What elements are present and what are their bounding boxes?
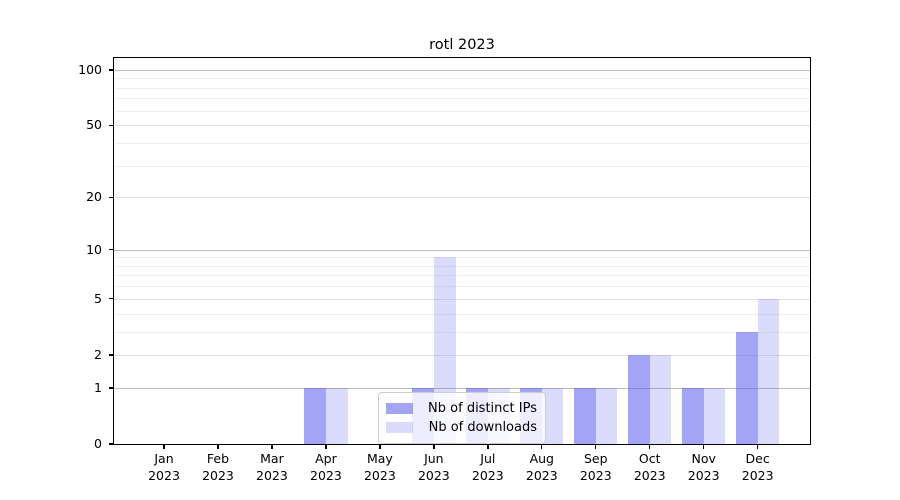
legend-item-downloads: Nb of downloads [386,418,537,437]
bar-nov-downloads [703,387,726,444]
minor-gridline-30 [114,165,810,167]
y-tick-label-50: 50 [86,117,102,133]
legend-label-downloads: Nb of downloads [428,420,537,435]
legend-item-distinct-ips: Nb of distinct IPs [386,399,537,418]
x-tick-mark-oct [649,444,651,449]
bar-oct-distinct-ips [628,354,650,444]
minor-gridline-3 [114,331,810,333]
legend-label-distinct-ips: Nb of distinct IPs [428,401,537,416]
minor-gridline-90 [114,78,810,80]
y-tick-mark-50 [109,124,114,126]
y-tick-mark-20 [109,196,114,198]
x-tick-mark-feb [217,444,219,449]
legend-swatch-distinct-ips [386,403,413,414]
y-tick-label-0: 0 [94,436,102,451]
minor-gridline-40 [114,142,810,144]
bar-nov-distinct-ips [682,387,704,444]
y-tick-mark-5 [109,298,114,300]
legend: Nb of distinct IPs Nb of downloads [378,392,546,444]
gridline-50 [114,125,810,127]
x-tick-label-may: May 2023 [363,451,396,483]
x-tick-mark-apr [325,444,327,449]
legend-swatch-downloads [386,422,413,433]
x-tick-label-aug: Aug 2023 [525,451,558,483]
x-tick-mark-jan [163,444,165,449]
x-tick-label-apr: Apr 2023 [310,451,342,483]
bar-sep-downloads [595,387,618,444]
gridline-1 [114,387,810,389]
minor-gridline-60 [114,110,810,112]
x-tick-label-nov: Nov 2023 [687,451,720,483]
bar-apr-downloads [325,387,348,444]
y-tick-mark-2 [109,354,114,356]
gridline-2 [114,354,810,356]
x-tick-label-jul: Jul 2023 [471,451,504,483]
y-tick-mark-100 [109,69,114,71]
plot-area: 0 1 2 5 10 20 50 100 Jan 2023 Feb 2023 Mar 2023 Apr… [78,57,811,483]
bar-aug-downloads [541,387,564,444]
y-tick-mark-0 [109,443,114,445]
x-tick-mark-aug [541,444,543,449]
x-tick-label-oct: Oct 2023 [633,451,666,483]
x-tick-mark-jun [433,444,435,449]
y-tick-label-1: 1 [94,379,102,395]
gridline-100 [114,69,810,71]
bar-apr-distinct-ips [304,387,326,444]
x-tick-label-mar: Mar 2023 [256,451,288,483]
y-tick-label-2: 2 [94,346,102,362]
chart-title: rotl 2023 [429,37,495,53]
y-tick-label-5: 5 [94,290,102,306]
gridline-10 [114,249,810,251]
x-tick-mark-may [379,444,381,449]
x-tick-label-feb: Feb 2023 [202,451,234,483]
x-tick-label-sep: Sep 2023 [579,451,612,483]
gridline-5 [114,298,810,300]
minor-gridline-9 [114,257,810,259]
x-tick-label-dec: Dec 2023 [741,451,774,483]
bar-oct-downloads [649,354,672,444]
minor-gridline-8 [114,265,810,267]
x-tick-label-jan: Jan 2023 [148,451,180,483]
x-tick-mark-nov [703,444,705,449]
axes-spines [113,57,811,445]
x-tick-mark-mar [271,444,273,449]
y-tick-label-10: 10 [86,241,102,257]
bar-sep-distinct-ips [574,387,596,444]
x-tick-mark-sep [595,444,597,449]
y-tick-label-20: 20 [86,189,102,205]
bar-dec-downloads [757,298,780,444]
minor-gridline-4 [114,313,810,315]
minor-gridline-7 [114,275,810,277]
gridline-20 [114,197,810,199]
minor-gridline-80 [114,87,810,89]
x-tick-label-jun: Jun 2023 [417,451,450,483]
y-tick-mark-1 [109,387,114,389]
minor-gridline-6 [114,286,810,288]
y-tick-label-100: 100 [78,61,102,77]
x-tick-mark-dec [756,444,759,449]
bar-dec-distinct-ips [735,331,758,444]
minor-gridline-70 [114,98,810,100]
x-tick-mark-jul [487,444,489,449]
y-tick-mark-10 [109,248,114,251]
